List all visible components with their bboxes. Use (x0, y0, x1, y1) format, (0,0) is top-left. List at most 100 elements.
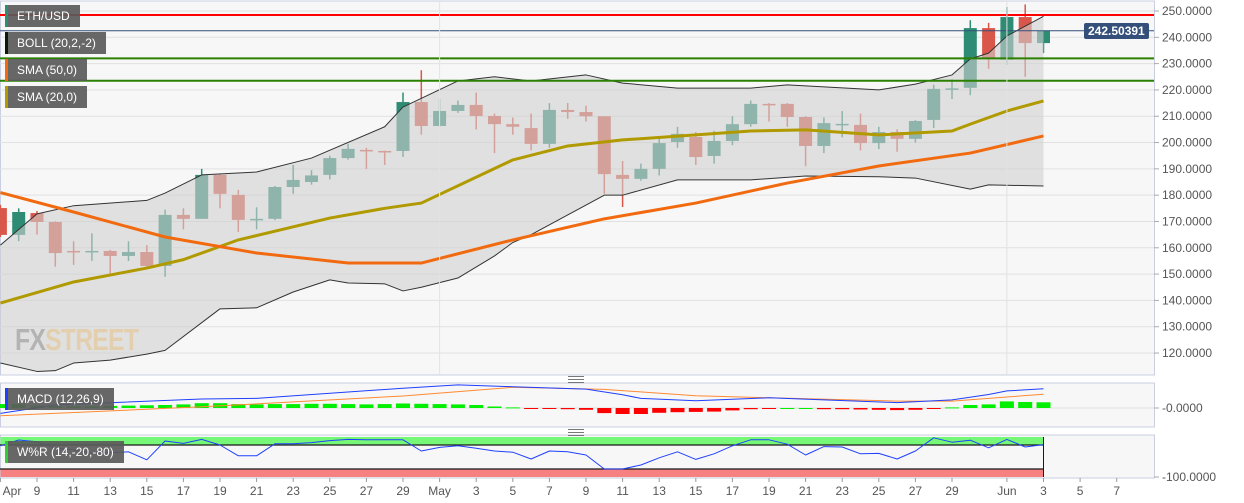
legend-label: W%R (14,-20,-80) (17, 445, 114, 459)
y-tick-label: 160.0000 (1162, 241, 1212, 255)
legend-color-swatch (5, 32, 8, 54)
x-tick-label: 23 (836, 484, 850, 498)
y-tick-label: 140.0000 (1162, 293, 1212, 307)
panel-background (0, 382, 1155, 428)
macd-histogram-bar (707, 408, 722, 412)
macd-histogram-bar (780, 408, 795, 409)
y-tick-label: 130.0000 (1162, 320, 1212, 334)
macd-histogram-bar (945, 407, 959, 409)
x-tick-label: 9 (34, 484, 41, 498)
macd-histogram-bar (652, 408, 667, 413)
macd-histogram-bar (542, 408, 557, 409)
x-tick-label: 7 (546, 484, 553, 498)
x-tick-label: 25 (872, 484, 886, 498)
x-tick-label: 15 (140, 484, 154, 498)
macd-histogram-bar (121, 405, 136, 408)
x-tick-label: 13 (104, 484, 118, 498)
macd-histogram-bar (670, 408, 685, 413)
x-tick-label: 5 (1077, 484, 1084, 498)
legend-label: SMA (50,0) (17, 63, 78, 77)
bollinger-band-fill (0, 16, 1044, 372)
panel-resize-handle-icon[interactable] (568, 429, 584, 436)
y-tick-label: 250.0000 (1162, 4, 1212, 18)
macd-histogram-bar (1018, 402, 1033, 408)
macd-histogram-bar (0, 404, 8, 408)
macd-histogram-bar (341, 404, 356, 408)
y-tick-label: 180.0000 (1162, 188, 1212, 202)
legend-label: BOLL (20,2,-2) (17, 36, 96, 50)
y-tick-label: 170.0000 (1162, 214, 1212, 228)
macd-histogram-bar (139, 405, 154, 408)
legend-bollinger[interactable]: BOLL (20,2,-2) (5, 32, 106, 54)
legend-label: MACD (12,26,9) (17, 392, 104, 406)
macd-histogram-bar (963, 405, 978, 408)
candle-body (0, 208, 7, 235)
y-tick-label: 190.0000 (1162, 162, 1212, 176)
macd-histogram-bar (762, 408, 776, 409)
macd-histogram-bar (377, 404, 392, 408)
macd-histogram-bar (743, 408, 758, 410)
price-panel[interactable] (0, 0, 1155, 478)
macd-tick-label: -0.0000 (1162, 401, 1203, 415)
legend-color-swatch (5, 388, 8, 410)
macd-histogram-bar (798, 408, 813, 409)
legend-eth-usd[interactable]: ETH/USD (5, 5, 80, 27)
macd-histogram-bar (633, 408, 648, 414)
macd-histogram-bar (981, 404, 996, 408)
williams-r-line (0, 437, 1044, 470)
x-tick-label: 29 (396, 484, 410, 498)
legend-sma-20[interactable]: SMA (20,0) (5, 86, 88, 108)
x-tick-label: 17 (726, 484, 740, 498)
macd-histogram-bar (688, 408, 703, 412)
macd-histogram-bar (725, 408, 740, 411)
y-tick-label: 210.0000 (1162, 109, 1212, 123)
price-axis: 250.0000 240.0000 230.0000 220.0000 210.0000… (1154, 4, 1216, 484)
legend-williams-r[interactable]: W%R (14,-20,-80) (5, 441, 124, 463)
y-tick-label: 150.0000 (1162, 267, 1212, 281)
y-tick-label: 200.0000 (1162, 136, 1212, 150)
x-tick-label: 7 (1113, 484, 1120, 498)
x-tick-label: 5 (509, 484, 516, 498)
fxstreet-watermark-logo: FXSTREET (15, 322, 139, 358)
macd-histogram-bar (560, 408, 575, 410)
macd-histogram-bar (286, 404, 301, 408)
legend-color-swatch (5, 86, 8, 108)
macd-line (0, 384, 1044, 414)
macd-histogram-bar (853, 408, 868, 410)
x-tick-label: 13 (653, 484, 667, 498)
y-tick-label: 230.0000 (1162, 57, 1212, 71)
legend-macd[interactable]: MACD (12,26,9) (5, 388, 114, 410)
macd-histogram-bar (231, 404, 246, 408)
macd-histogram-bar (304, 403, 319, 408)
y-tick-label: 240.0000 (1162, 30, 1212, 44)
legend-label: ETH/USD (17, 9, 70, 23)
y-tick-label: 120.0000 (1162, 346, 1212, 360)
y-tick-label: 220.0000 (1162, 83, 1212, 97)
legend-sma-50[interactable]: SMA (50,0) (5, 59, 88, 81)
legend-color-swatch (5, 5, 8, 27)
legend-color-swatch (5, 441, 8, 463)
x-tick-label: 23 (287, 484, 301, 498)
macd-histogram-bar (487, 406, 502, 408)
oversold-zone (0, 469, 1044, 477)
macd-histogram-bar (615, 408, 630, 414)
macd-histogram-bar (450, 404, 465, 408)
macd-histogram-bar (469, 405, 484, 408)
williams-r-panel[interactable] (0, 434, 1155, 479)
macd-panel[interactable] (0, 382, 1155, 428)
x-tick-label: 3 (473, 484, 480, 498)
x-tick-label: May (428, 484, 451, 498)
x-tick-label: 21 (250, 484, 264, 498)
x-tick-label: 19 (213, 484, 227, 498)
macd-histogram-bar (890, 408, 905, 411)
x-tick-label: Apr (3, 484, 22, 498)
watermark-fx: FX (15, 322, 46, 357)
macd-histogram-bar (835, 408, 850, 410)
price-plot-area (0, 4, 1154, 372)
macd-histogram-bar (597, 408, 612, 414)
macd-histogram-bar (505, 407, 520, 409)
macd-histogram-bar (322, 403, 337, 408)
panel-resize-handle-icon[interactable] (568, 376, 584, 383)
watermark-street: STREET (45, 322, 139, 357)
